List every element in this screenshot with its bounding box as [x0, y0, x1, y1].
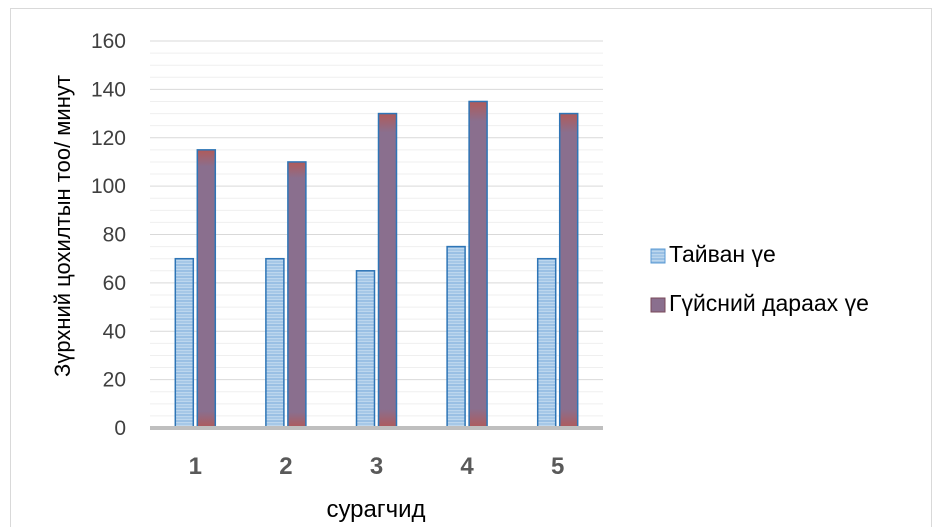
- bar-series1-cat3: [355, 270, 376, 429]
- y-tick-label: 140: [91, 78, 126, 101]
- y-tick-label: 40: [103, 320, 126, 343]
- bar-series2-cat5: [558, 112, 579, 429]
- x-axis-title: сурагчид: [326, 496, 425, 523]
- legend-label: Гүйсний дараах үе: [669, 290, 869, 316]
- x-tick-label: 3: [370, 453, 383, 480]
- x-tick-label: 2: [279, 453, 292, 480]
- bar-series2-cat3: [377, 112, 398, 429]
- y-axis-title: Зүрхний цохилтын тоо/ минут: [50, 75, 75, 377]
- x-axis-ticks: 1 2 3 4 5: [189, 453, 565, 480]
- bars: [174, 100, 579, 429]
- x-tick-label: 4: [460, 453, 474, 480]
- bar-series2-cat1: [196, 149, 217, 429]
- y-tick-label: 120: [91, 127, 126, 150]
- gridlines: [150, 40, 603, 417]
- bar-series1-cat2: [265, 257, 285, 429]
- x-tick-label: 1: [189, 453, 202, 480]
- y-tick-label: 20: [103, 369, 126, 392]
- bar-series2-cat4: [468, 100, 488, 429]
- bar-series1-cat1: [174, 257, 195, 429]
- y-tick-label: 60: [103, 272, 126, 295]
- y-tick-label: 160: [91, 30, 126, 53]
- bar-series1-cat5: [536, 257, 557, 429]
- y-tick-label: 80: [103, 224, 126, 247]
- y-tick-label: 0: [114, 417, 126, 440]
- bar-series2-cat2: [287, 161, 307, 429]
- x-tick-label: 5: [551, 453, 564, 480]
- bar-series1-cat4: [446, 245, 466, 429]
- legend: Тайван үе Гүйсний дараах үе: [650, 241, 869, 316]
- legend-label: Тайван үе: [669, 241, 776, 267]
- legend-swatch: [650, 248, 666, 264]
- y-tick-label: 100: [91, 175, 126, 198]
- legend-swatch: [650, 297, 666, 313]
- y-axis-ticks: 0 20 40 60 80 100 120 140 160: [91, 30, 126, 440]
